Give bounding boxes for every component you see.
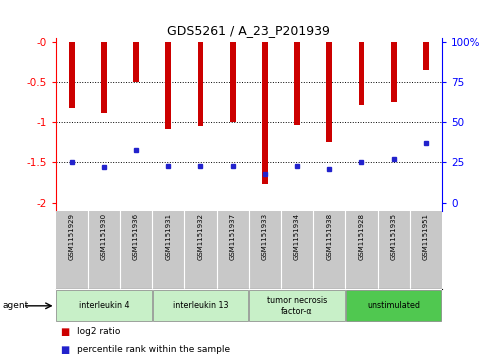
Text: GSM1151934: GSM1151934 [294, 213, 300, 260]
Bar [327, 42, 332, 142]
Bar [358, 42, 364, 105]
Text: GSM1151937: GSM1151937 [229, 213, 236, 260]
Bar [230, 42, 236, 122]
Text: interleukin 4: interleukin 4 [79, 301, 129, 310]
Bar [423, 42, 429, 70]
Bar [101, 42, 107, 113]
Text: GSM1151931: GSM1151931 [165, 213, 171, 260]
Bar [249, 290, 345, 321]
Text: ■: ■ [60, 345, 70, 355]
Text: GSM1151928: GSM1151928 [358, 213, 365, 260]
Bar [262, 42, 268, 184]
Text: GSM1151951: GSM1151951 [423, 213, 429, 260]
Text: agent: agent [2, 301, 28, 310]
Text: GSM1151932: GSM1151932 [198, 213, 203, 260]
Bar [165, 42, 171, 129]
Text: ■: ■ [60, 327, 70, 337]
Bar [391, 42, 397, 102]
Text: tumor necrosis
factor-α: tumor necrosis factor-α [267, 296, 327, 315]
Bar [56, 290, 152, 321]
Text: GSM1151933: GSM1151933 [262, 213, 268, 260]
Bar [294, 42, 300, 125]
Bar [133, 42, 139, 82]
Bar [69, 42, 74, 108]
Text: GSM1151929: GSM1151929 [69, 213, 75, 260]
Text: GSM1151930: GSM1151930 [101, 213, 107, 260]
Text: GSM1151936: GSM1151936 [133, 213, 139, 260]
Text: interleukin 13: interleukin 13 [173, 301, 228, 310]
Bar [346, 290, 441, 321]
Text: GSM1151935: GSM1151935 [391, 213, 397, 260]
Text: percentile rank within the sample: percentile rank within the sample [77, 345, 230, 354]
Bar [198, 42, 203, 126]
Text: log2 ratio: log2 ratio [77, 327, 121, 336]
Title: GDS5261 / A_23_P201939: GDS5261 / A_23_P201939 [167, 24, 330, 37]
Text: GSM1151938: GSM1151938 [326, 213, 332, 260]
Text: unstimulated: unstimulated [367, 301, 420, 310]
Bar [153, 290, 248, 321]
